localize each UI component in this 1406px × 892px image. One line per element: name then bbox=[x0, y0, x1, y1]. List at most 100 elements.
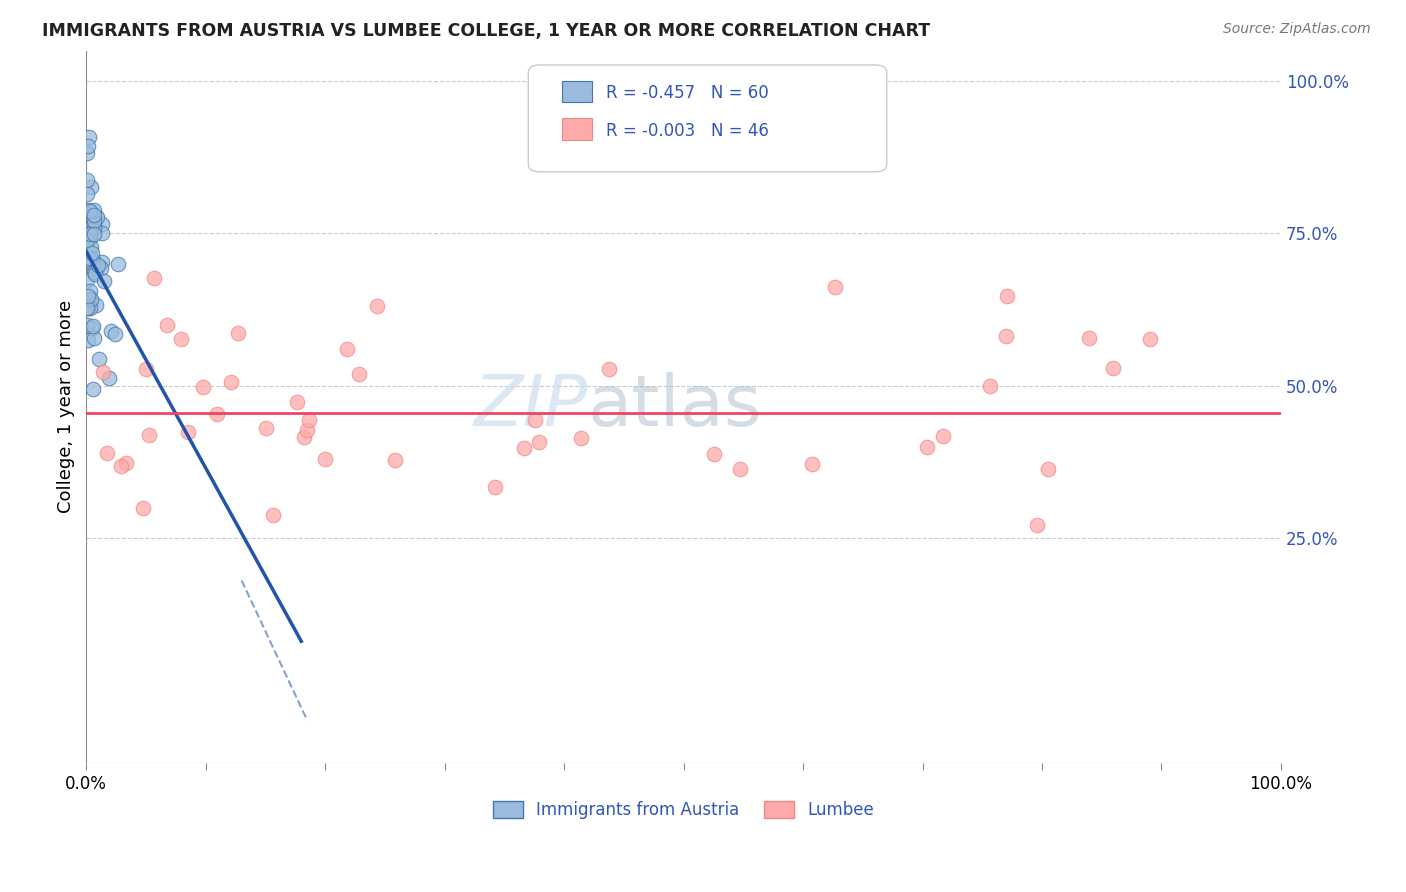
Point bbox=[83, 214, 105, 228]
Point bbox=[83, 265, 105, 279]
Point bbox=[77, 301, 100, 315]
Text: Source: ZipAtlas.com: Source: ZipAtlas.com bbox=[1223, 22, 1371, 37]
Point bbox=[730, 462, 752, 476]
Point bbox=[801, 457, 824, 471]
Point bbox=[384, 453, 406, 467]
Point bbox=[292, 430, 315, 444]
Point bbox=[76, 206, 98, 220]
Point bbox=[77, 301, 100, 315]
Point bbox=[77, 289, 100, 303]
Point bbox=[83, 217, 105, 231]
Point bbox=[524, 413, 547, 427]
Point bbox=[336, 343, 359, 357]
Y-axis label: College, 1 year or more: College, 1 year or more bbox=[58, 301, 75, 514]
Point bbox=[80, 251, 103, 265]
FancyBboxPatch shape bbox=[562, 119, 592, 140]
Point bbox=[79, 301, 101, 316]
Point bbox=[83, 331, 105, 345]
Point bbox=[79, 231, 101, 245]
FancyBboxPatch shape bbox=[562, 80, 592, 102]
Point bbox=[314, 452, 336, 467]
Point bbox=[77, 251, 100, 265]
Point bbox=[80, 240, 103, 254]
Point bbox=[932, 428, 955, 442]
Point bbox=[347, 368, 370, 382]
Point bbox=[80, 179, 103, 194]
Point bbox=[979, 379, 1001, 393]
Point bbox=[82, 252, 104, 267]
Point bbox=[76, 301, 98, 316]
Point bbox=[1036, 462, 1059, 476]
Point bbox=[90, 217, 112, 231]
Point bbox=[110, 458, 132, 473]
Point bbox=[91, 226, 114, 240]
Point bbox=[82, 219, 104, 233]
Text: ZIP: ZIP bbox=[474, 372, 588, 442]
Point bbox=[84, 267, 107, 281]
Point bbox=[107, 257, 129, 271]
Point bbox=[79, 293, 101, 308]
Point bbox=[1077, 331, 1099, 345]
Point bbox=[221, 375, 243, 389]
Point bbox=[76, 318, 98, 332]
Point bbox=[79, 285, 101, 299]
Point bbox=[82, 319, 104, 334]
Point bbox=[177, 425, 200, 439]
Point bbox=[83, 203, 105, 218]
Point bbox=[84, 298, 107, 312]
Point bbox=[285, 394, 308, 409]
Point bbox=[1139, 332, 1161, 346]
Point bbox=[79, 292, 101, 306]
Point bbox=[76, 187, 98, 202]
Point bbox=[79, 204, 101, 219]
Point bbox=[77, 129, 100, 144]
Point bbox=[135, 362, 157, 376]
Point bbox=[994, 328, 1017, 343]
Text: atlas: atlas bbox=[588, 372, 762, 442]
Point bbox=[76, 145, 98, 160]
Text: R = -0.003   N = 46: R = -0.003 N = 46 bbox=[606, 122, 769, 140]
Point bbox=[76, 273, 98, 287]
Point bbox=[513, 441, 536, 455]
Point bbox=[703, 447, 725, 461]
Point bbox=[76, 234, 98, 248]
Point bbox=[87, 351, 110, 366]
Point bbox=[80, 246, 103, 260]
Point bbox=[297, 423, 319, 437]
Point bbox=[527, 434, 550, 449]
Point bbox=[93, 274, 115, 288]
Point bbox=[90, 260, 112, 275]
Point bbox=[298, 413, 321, 427]
Point bbox=[115, 456, 138, 470]
Point bbox=[80, 252, 103, 267]
Point bbox=[76, 231, 98, 245]
Point bbox=[104, 326, 127, 341]
Point bbox=[86, 260, 108, 275]
Point bbox=[86, 210, 108, 224]
Point bbox=[569, 431, 592, 445]
Point bbox=[76, 173, 98, 187]
Point bbox=[170, 332, 193, 346]
Point bbox=[82, 256, 104, 270]
Point bbox=[226, 326, 249, 340]
Legend: Immigrants from Austria, Lumbee: Immigrants from Austria, Lumbee bbox=[486, 795, 882, 826]
Point bbox=[366, 299, 388, 313]
Point bbox=[598, 361, 620, 376]
FancyBboxPatch shape bbox=[529, 65, 887, 172]
Point bbox=[1025, 518, 1047, 533]
Point bbox=[100, 324, 122, 338]
Point bbox=[156, 318, 179, 333]
Point bbox=[91, 365, 114, 379]
Point bbox=[915, 440, 938, 454]
Point bbox=[132, 501, 155, 516]
Point bbox=[83, 220, 105, 235]
Point bbox=[79, 203, 101, 218]
Point bbox=[91, 255, 114, 269]
Point bbox=[484, 480, 506, 494]
Point bbox=[205, 407, 228, 421]
Point bbox=[82, 257, 104, 271]
Text: R = -0.457   N = 60: R = -0.457 N = 60 bbox=[606, 85, 769, 103]
Point bbox=[79, 227, 101, 241]
Point bbox=[96, 446, 118, 460]
Point bbox=[80, 321, 103, 335]
